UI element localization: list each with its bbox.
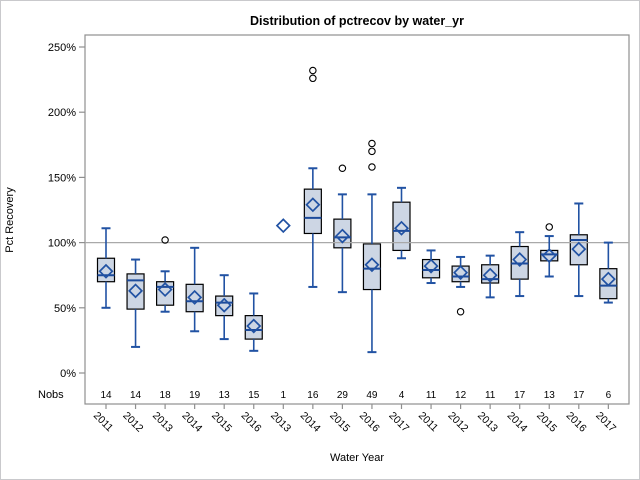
outlier-point bbox=[338, 164, 347, 173]
outlier-point bbox=[309, 66, 317, 75]
box-iqr bbox=[421, 258, 441, 279]
outlier-point bbox=[545, 223, 553, 231]
mean-diamond bbox=[482, 267, 498, 283]
y-tick-label: 100% bbox=[48, 238, 76, 250]
outlier-point bbox=[368, 163, 376, 171]
mean-diamond bbox=[541, 248, 557, 264]
x-tick-label-year: 2012 bbox=[120, 410, 145, 435]
x-tick-label-year: 2011 bbox=[91, 410, 116, 435]
x-tick-label-year: 2011 bbox=[416, 410, 441, 435]
mean-diamond bbox=[275, 218, 291, 234]
x-tick-label-year: 2017 bbox=[593, 410, 618, 435]
x-tick-label-year: 2015 bbox=[209, 410, 234, 435]
nobs-value: 4 bbox=[399, 390, 405, 401]
x-tick-label-year: 2013 bbox=[150, 410, 175, 435]
x-tick-label-year: 2014 bbox=[298, 410, 323, 435]
outlier-point bbox=[456, 307, 465, 316]
x-tick-label-year: 2013 bbox=[268, 410, 293, 435]
x-tick-label-year: 2017 bbox=[386, 410, 411, 435]
nobs-value: 29 bbox=[337, 390, 349, 401]
nobs-value: 11 bbox=[485, 390, 496, 401]
x-tick-label-year: 2016 bbox=[564, 410, 589, 435]
nobs-value: 17 bbox=[514, 390, 526, 401]
chart-title: Distribution of pctrecov by water_yr bbox=[250, 14, 464, 28]
y-axis-title: Pct Recovery bbox=[4, 187, 16, 253]
y-tick-label: 0% bbox=[60, 368, 76, 380]
x-axis-title: Water Year bbox=[329, 452, 384, 464]
mean-diamond bbox=[305, 197, 321, 213]
x-tick-label-year: 2014 bbox=[180, 410, 205, 435]
nobs-value: 6 bbox=[606, 390, 612, 401]
nobs-value: 11 bbox=[426, 390, 437, 401]
box-iqr bbox=[362, 243, 382, 291]
nobs-value: 14 bbox=[100, 390, 112, 401]
nobs-value: 12 bbox=[455, 390, 467, 401]
mean-diamond bbox=[393, 220, 410, 236]
nobs-value: 15 bbox=[248, 390, 260, 401]
mean-diamond bbox=[128, 283, 144, 299]
plot-frame bbox=[84, 34, 630, 405]
x-tick-label-year: 2012 bbox=[445, 410, 470, 435]
mean-diamond bbox=[512, 252, 528, 268]
nobs-value: 18 bbox=[160, 390, 172, 401]
nobs-value: 49 bbox=[366, 390, 378, 401]
outlier-point bbox=[161, 236, 169, 244]
mean-diamond bbox=[157, 282, 173, 298]
y-tick-label: 50% bbox=[54, 303, 76, 315]
mean-diamond bbox=[364, 257, 380, 273]
x-tick-label-year: 2013 bbox=[475, 410, 500, 435]
x-tick-label-year: 2015 bbox=[534, 410, 559, 435]
x-tick-label-year: 2014 bbox=[505, 410, 530, 435]
outlier-point bbox=[309, 74, 317, 83]
x-tick-label-year: 2016 bbox=[357, 410, 382, 435]
mean-diamond bbox=[187, 289, 203, 305]
mean-diamond bbox=[423, 258, 439, 274]
nobs-value: 14 bbox=[130, 390, 142, 401]
mean-diamond bbox=[600, 271, 616, 287]
nobs-value: 19 bbox=[189, 390, 201, 401]
nobs-value: 16 bbox=[307, 390, 319, 401]
nobs-row-label: Nobs bbox=[38, 389, 64, 401]
nobs-value: 17 bbox=[573, 390, 585, 401]
outlier-point bbox=[368, 139, 376, 148]
x-tick-label-year: 2016 bbox=[239, 410, 264, 435]
y-tick-label: 200% bbox=[48, 107, 76, 119]
box-iqr bbox=[156, 281, 175, 306]
nobs-value: 1 bbox=[281, 390, 287, 401]
outlier-point bbox=[368, 147, 376, 156]
nobs-value: 13 bbox=[219, 390, 231, 401]
mean-diamond bbox=[216, 297, 232, 313]
y-tick-label: 250% bbox=[48, 42, 76, 54]
nobs-value: 13 bbox=[544, 390, 556, 401]
mean-diamond bbox=[571, 241, 587, 257]
mean-diamond bbox=[246, 318, 262, 334]
mean-diamond bbox=[98, 263, 114, 279]
mean-diamond bbox=[453, 265, 469, 281]
mean-diamond bbox=[334, 228, 350, 244]
y-tick-label: 150% bbox=[48, 172, 76, 184]
x-tick-label-year: 2015 bbox=[327, 410, 352, 435]
